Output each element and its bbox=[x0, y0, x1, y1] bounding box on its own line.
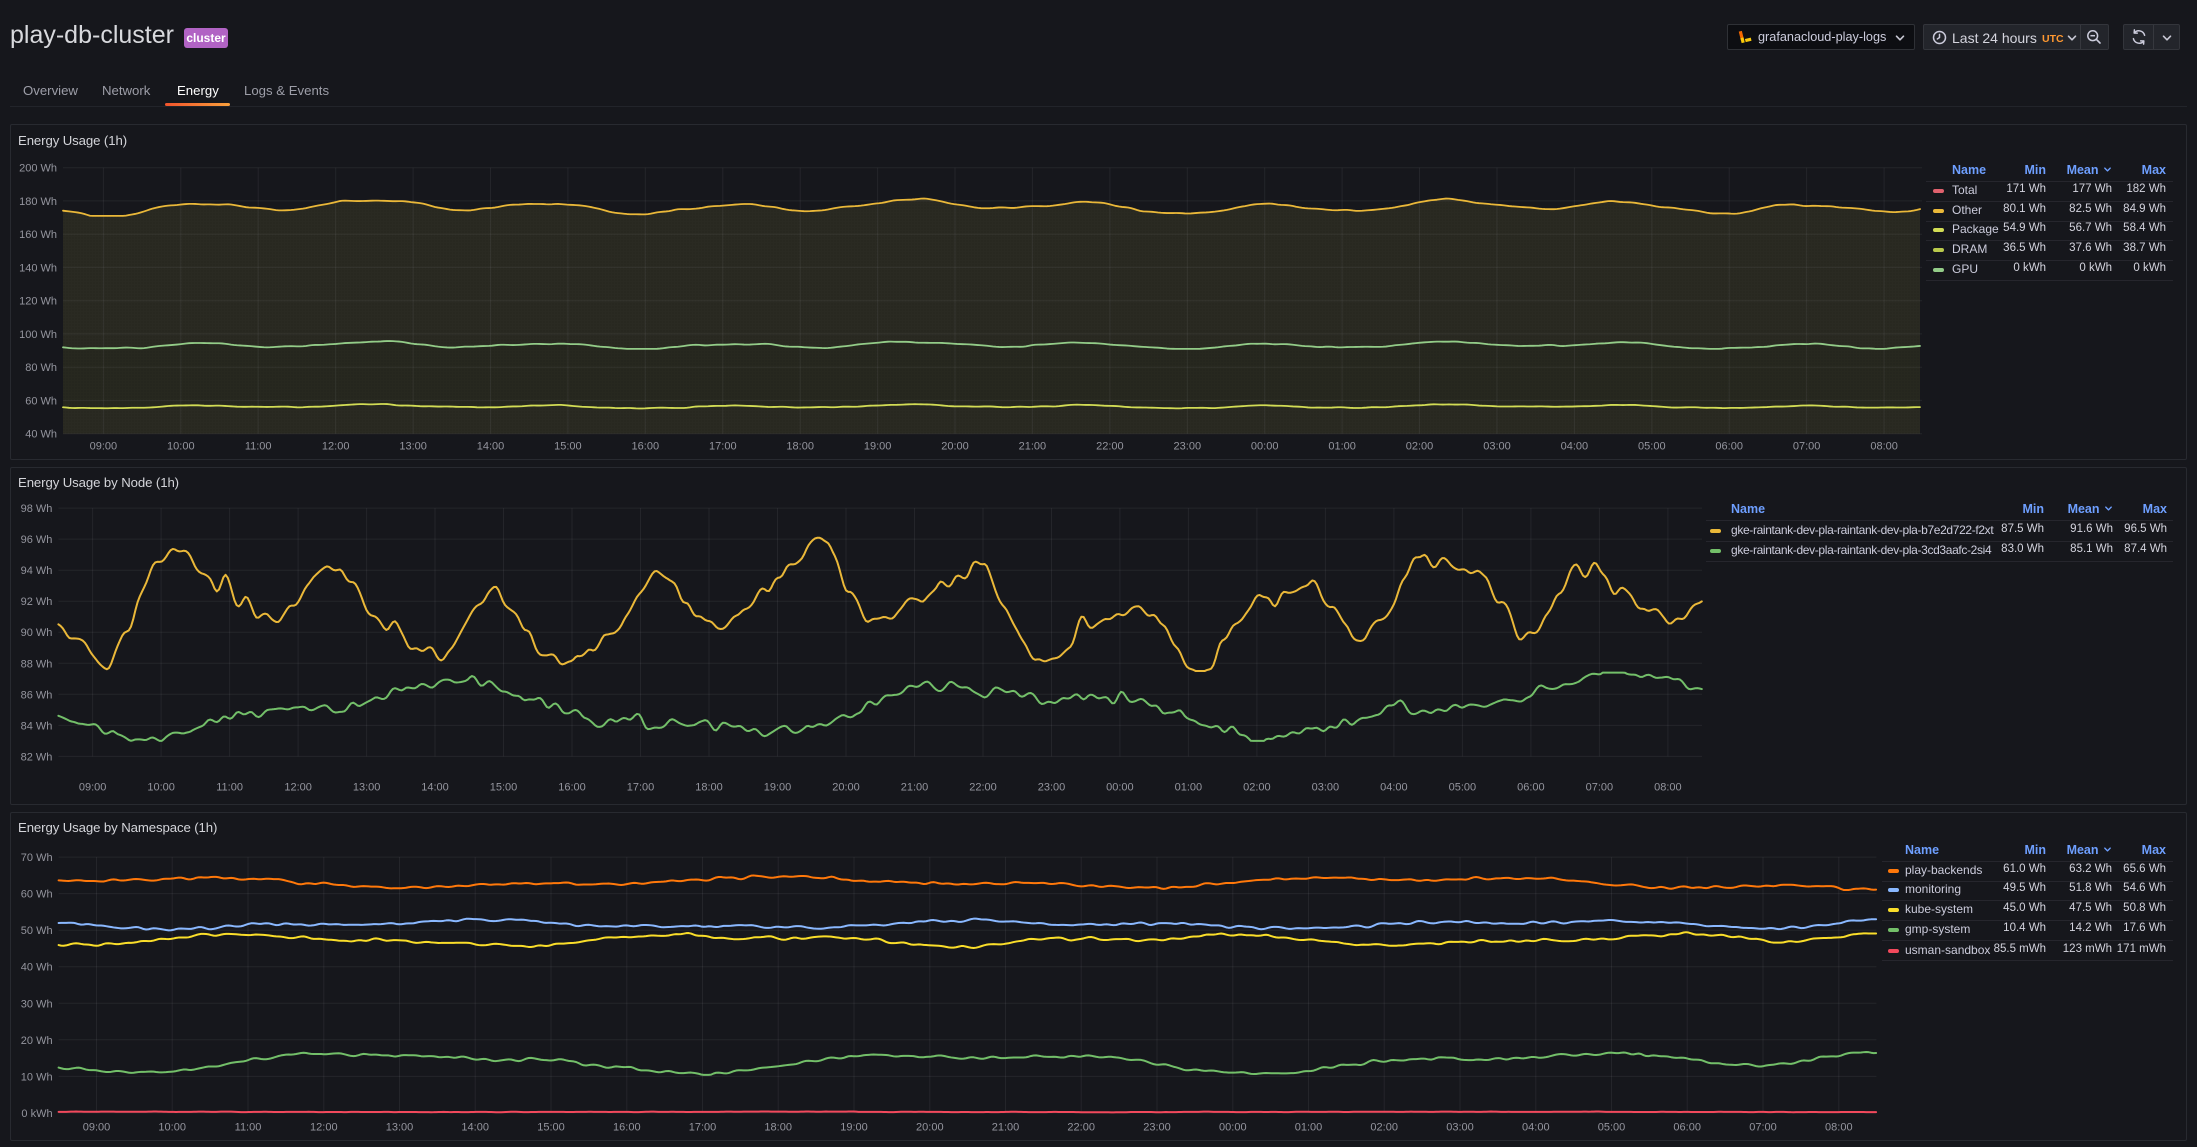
svg-text:23:00: 23:00 bbox=[1038, 782, 1066, 794]
svg-text:01:00: 01:00 bbox=[1175, 782, 1203, 794]
svg-text:01:00: 01:00 bbox=[1295, 1122, 1323, 1134]
svg-text:14:00: 14:00 bbox=[421, 782, 449, 794]
svg-text:00:00: 00:00 bbox=[1106, 782, 1134, 794]
svg-text:92 Wh: 92 Wh bbox=[21, 596, 53, 608]
svg-text:140 Wh: 140 Wh bbox=[19, 262, 57, 274]
svg-text:90 Wh: 90 Wh bbox=[21, 627, 53, 639]
svg-text:12:00: 12:00 bbox=[284, 782, 312, 794]
svg-text:07:00: 07:00 bbox=[1749, 1122, 1777, 1134]
svg-text:01:00: 01:00 bbox=[1328, 441, 1356, 453]
svg-text:05:00: 05:00 bbox=[1598, 1122, 1626, 1134]
svg-text:19:00: 19:00 bbox=[840, 1122, 868, 1134]
svg-text:20:00: 20:00 bbox=[916, 1122, 944, 1134]
svg-text:200 Wh: 200 Wh bbox=[19, 163, 57, 175]
svg-text:04:00: 04:00 bbox=[1380, 782, 1408, 794]
svg-text:15:00: 15:00 bbox=[554, 441, 582, 453]
svg-text:17:00: 17:00 bbox=[627, 782, 655, 794]
svg-text:10:00: 10:00 bbox=[158, 1122, 186, 1134]
svg-text:09:00: 09:00 bbox=[79, 782, 107, 794]
svg-text:21:00: 21:00 bbox=[901, 782, 929, 794]
svg-text:180 Wh: 180 Wh bbox=[19, 196, 57, 208]
svg-text:0 kWh: 0 kWh bbox=[21, 1108, 52, 1120]
svg-text:02:00: 02:00 bbox=[1406, 441, 1434, 453]
svg-text:08:00: 08:00 bbox=[1654, 782, 1682, 794]
svg-text:88 Wh: 88 Wh bbox=[21, 658, 53, 670]
svg-text:60 Wh: 60 Wh bbox=[21, 889, 53, 901]
svg-text:14:00: 14:00 bbox=[477, 441, 505, 453]
svg-text:84 Wh: 84 Wh bbox=[21, 720, 53, 732]
svg-text:20:00: 20:00 bbox=[941, 441, 969, 453]
svg-text:16:00: 16:00 bbox=[632, 441, 660, 453]
svg-text:15:00: 15:00 bbox=[537, 1122, 565, 1134]
svg-text:86 Wh: 86 Wh bbox=[21, 689, 53, 701]
svg-text:94 Wh: 94 Wh bbox=[21, 565, 53, 577]
svg-text:19:00: 19:00 bbox=[864, 441, 892, 453]
svg-text:05:00: 05:00 bbox=[1449, 782, 1477, 794]
svg-text:82 Wh: 82 Wh bbox=[21, 751, 53, 763]
svg-text:20 Wh: 20 Wh bbox=[21, 1035, 53, 1047]
svg-text:10:00: 10:00 bbox=[147, 782, 175, 794]
svg-text:03:00: 03:00 bbox=[1446, 1122, 1474, 1134]
svg-text:08:00: 08:00 bbox=[1825, 1122, 1853, 1134]
svg-text:00:00: 00:00 bbox=[1219, 1122, 1247, 1134]
svg-text:50 Wh: 50 Wh bbox=[21, 925, 53, 937]
svg-text:17:00: 17:00 bbox=[689, 1122, 717, 1134]
svg-text:04:00: 04:00 bbox=[1522, 1122, 1550, 1134]
svg-text:120 Wh: 120 Wh bbox=[19, 296, 57, 308]
svg-text:03:00: 03:00 bbox=[1483, 441, 1511, 453]
svg-text:02:00: 02:00 bbox=[1243, 782, 1271, 794]
svg-text:09:00: 09:00 bbox=[83, 1122, 111, 1134]
svg-text:00:00: 00:00 bbox=[1251, 441, 1279, 453]
svg-text:14:00: 14:00 bbox=[461, 1122, 489, 1134]
svg-text:10 Wh: 10 Wh bbox=[21, 1071, 53, 1083]
svg-text:60 Wh: 60 Wh bbox=[25, 395, 57, 407]
svg-text:40 Wh: 40 Wh bbox=[25, 429, 57, 441]
svg-text:07:00: 07:00 bbox=[1586, 782, 1614, 794]
svg-text:06:00: 06:00 bbox=[1673, 1122, 1701, 1134]
svg-text:22:00: 22:00 bbox=[1067, 1122, 1095, 1134]
svg-text:18:00: 18:00 bbox=[695, 782, 723, 794]
svg-text:06:00: 06:00 bbox=[1715, 441, 1743, 453]
svg-text:22:00: 22:00 bbox=[1096, 441, 1124, 453]
svg-text:12:00: 12:00 bbox=[322, 441, 350, 453]
svg-text:11:00: 11:00 bbox=[235, 1122, 262, 1134]
svg-text:09:00: 09:00 bbox=[90, 441, 118, 453]
svg-text:07:00: 07:00 bbox=[1793, 441, 1821, 453]
svg-text:98 Wh: 98 Wh bbox=[21, 503, 53, 515]
svg-text:08:00: 08:00 bbox=[1870, 441, 1898, 453]
svg-text:02:00: 02:00 bbox=[1370, 1122, 1398, 1134]
svg-text:70 Wh: 70 Wh bbox=[21, 852, 53, 864]
svg-text:80 Wh: 80 Wh bbox=[25, 362, 57, 374]
svg-text:21:00: 21:00 bbox=[992, 1122, 1020, 1134]
svg-text:11:00: 11:00 bbox=[216, 782, 243, 794]
svg-text:04:00: 04:00 bbox=[1561, 441, 1589, 453]
svg-text:13:00: 13:00 bbox=[399, 441, 427, 453]
svg-text:19:00: 19:00 bbox=[764, 782, 792, 794]
svg-text:100 Wh: 100 Wh bbox=[19, 329, 57, 341]
svg-text:17:00: 17:00 bbox=[709, 441, 737, 453]
svg-text:22:00: 22:00 bbox=[969, 782, 997, 794]
svg-text:15:00: 15:00 bbox=[490, 782, 518, 794]
svg-text:18:00: 18:00 bbox=[786, 441, 814, 453]
svg-text:11:00: 11:00 bbox=[245, 441, 272, 453]
svg-text:23:00: 23:00 bbox=[1143, 1122, 1171, 1134]
svg-text:03:00: 03:00 bbox=[1312, 782, 1340, 794]
svg-text:160 Wh: 160 Wh bbox=[19, 229, 57, 241]
svg-text:06:00: 06:00 bbox=[1517, 782, 1545, 794]
svg-text:12:00: 12:00 bbox=[310, 1122, 338, 1134]
svg-text:30 Wh: 30 Wh bbox=[21, 998, 53, 1010]
svg-text:40 Wh: 40 Wh bbox=[21, 962, 53, 974]
svg-text:21:00: 21:00 bbox=[1019, 441, 1047, 453]
svg-text:13:00: 13:00 bbox=[386, 1122, 414, 1134]
svg-text:16:00: 16:00 bbox=[558, 782, 586, 794]
svg-text:05:00: 05:00 bbox=[1638, 441, 1666, 453]
svg-text:10:00: 10:00 bbox=[167, 441, 195, 453]
svg-text:16:00: 16:00 bbox=[613, 1122, 641, 1134]
svg-text:20:00: 20:00 bbox=[832, 782, 860, 794]
svg-text:96 Wh: 96 Wh bbox=[21, 534, 53, 546]
svg-text:13:00: 13:00 bbox=[353, 782, 381, 794]
svg-text:23:00: 23:00 bbox=[1174, 441, 1202, 453]
svg-text:18:00: 18:00 bbox=[764, 1122, 792, 1134]
